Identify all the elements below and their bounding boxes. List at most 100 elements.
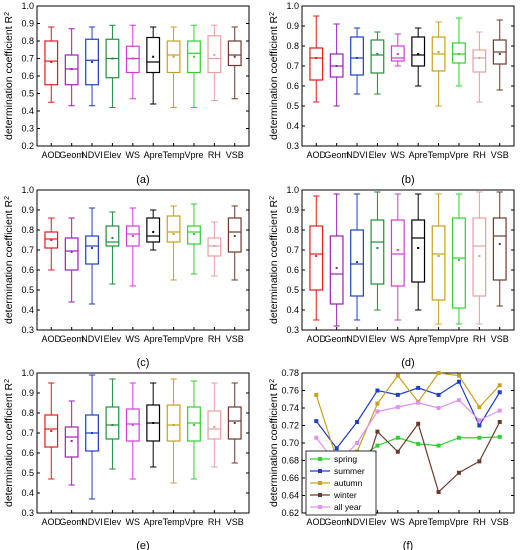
plot-frame	[36, 372, 250, 514]
data-point	[355, 420, 360, 424]
panel-label: (d)	[401, 357, 414, 369]
y-tick-label: 0.3	[286, 325, 299, 335]
mean-marker	[111, 424, 114, 426]
x-tick-label: NDVI	[346, 150, 368, 160]
x-tick-label: VSB	[491, 517, 509, 527]
y-tick-label: 1.0	[21, 368, 34, 378]
mean-marker	[172, 424, 175, 426]
x-tick-label: Geom	[324, 517, 349, 527]
box-AOD	[44, 26, 59, 103]
x-tick-label: WS	[391, 150, 406, 160]
box-Elev	[105, 24, 120, 108]
y-axis-label-sup: 2	[4, 379, 11, 383]
x-tick-label: Elev	[104, 150, 122, 160]
box-NDVI	[85, 26, 99, 107]
box-iqr	[431, 225, 446, 301]
box-Vpre	[187, 203, 201, 275]
x-tick-label: Apre	[144, 517, 163, 527]
y-tick-label: 0.7	[286, 245, 299, 255]
y-axis-label-text: determination coefficient R	[3, 15, 15, 140]
box-iqr	[105, 406, 120, 440]
y-tick-label: 0.8	[21, 408, 34, 418]
box-Geom	[64, 217, 79, 303]
mean-marker	[213, 54, 216, 56]
mean-marker	[91, 247, 94, 249]
box-iqr	[227, 40, 242, 67]
mean-marker	[396, 53, 399, 55]
data-point	[416, 421, 421, 426]
y-tick-label: 0.4	[21, 305, 34, 315]
mean-marker	[498, 243, 501, 245]
y-tick-label: 0.9	[286, 21, 299, 31]
mean-marker	[356, 57, 359, 59]
y-tick-label: 0.2	[21, 141, 34, 151]
x-tick-label: VSB	[491, 150, 509, 160]
data-point	[436, 490, 441, 494]
y-tick-label: 0.6	[21, 71, 34, 81]
box-RH	[472, 191, 487, 325]
box-VSB	[492, 19, 507, 91]
x-tick-label: Elev	[369, 150, 387, 160]
mean-marker	[335, 65, 338, 67]
y-tick-label: 0.6	[286, 81, 299, 91]
data-point	[456, 373, 461, 378]
box-AOD	[44, 382, 59, 480]
box-WS	[125, 24, 140, 100]
mean-marker	[152, 231, 155, 233]
x-tick-label: Temp	[163, 517, 185, 527]
data-point	[436, 406, 441, 410]
x-tick-label: Geom	[324, 150, 349, 160]
y-tick-label: 0.62	[281, 508, 299, 518]
legend-marker	[318, 469, 322, 473]
data-point	[497, 383, 502, 388]
y-tick-label: 0.7	[286, 61, 299, 71]
mean-marker	[131, 57, 134, 60]
y-tick-label: 0.3	[21, 508, 34, 518]
box-iqr	[166, 404, 181, 442]
x-tick-label: Elev	[104, 334, 122, 344]
box-NDVI	[85, 374, 99, 500]
y-tick-label: 0.72	[281, 421, 299, 431]
y-tick-label: 0.3	[286, 141, 299, 151]
x-tick-label: AOD	[42, 150, 62, 160]
x-tick-label: RH	[208, 334, 221, 344]
data-point	[436, 371, 441, 375]
x-tick-label: RH	[473, 517, 486, 527]
x-tick-label: Elev	[369, 334, 387, 344]
y-tick-label: 0.76	[281, 386, 299, 396]
data-point	[497, 420, 502, 424]
data-point	[395, 392, 400, 397]
y-axis-label-text: determination coefficient R	[3, 199, 15, 324]
y-tick-label: 0.7	[21, 428, 34, 438]
x-tick-label: Vpre	[449, 334, 468, 344]
legend-marker	[318, 481, 322, 485]
data-point	[456, 398, 461, 403]
y-tick-label: 0.8	[286, 41, 299, 51]
box-VSB	[227, 382, 242, 464]
panel-label: (f)	[403, 540, 413, 550]
plot-frame	[301, 5, 515, 147]
box-Apre	[146, 209, 161, 251]
legend-marker	[318, 505, 322, 509]
mean-marker	[172, 233, 175, 235]
box-AOD	[309, 15, 324, 103]
y-tick-label: 0.5	[21, 468, 34, 478]
y-tick-label: 1.0	[21, 185, 34, 195]
x-tick-label: RH	[473, 334, 486, 344]
mean-marker	[111, 237, 114, 239]
y-tick-label: 0.5	[21, 285, 34, 295]
y-axis-label: determination coefficient R2	[268, 196, 280, 324]
legend-entry: summer	[334, 466, 365, 476]
x-tick-label: AOD	[307, 517, 327, 527]
box-WS	[390, 33, 405, 67]
mean-marker	[152, 422, 155, 424]
box-Temp	[431, 193, 446, 325]
data-point	[375, 388, 380, 393]
box-AOD	[44, 217, 59, 271]
x-tick-label: WS	[391, 517, 406, 527]
box-WS	[390, 193, 405, 321]
mean-marker	[457, 259, 460, 261]
